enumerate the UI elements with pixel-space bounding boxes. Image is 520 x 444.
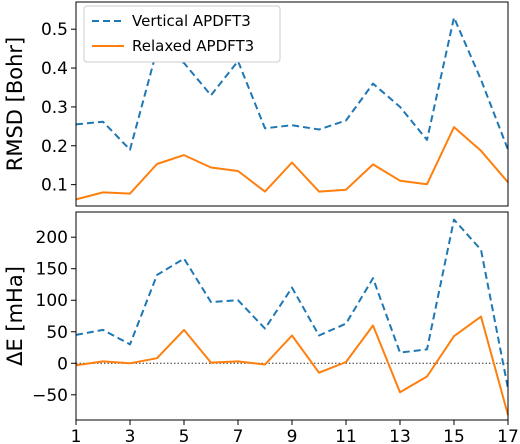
legend-relaxed-label: Relaxed APDFT3 — [132, 37, 254, 55]
bottom-ytick-label: 50 — [46, 323, 68, 343]
top-ytick-label: 0.1 — [41, 176, 68, 196]
top-vertical-apdft3-line — [75, 16, 509, 151]
legend: Vertical APDFT3 Relaxed APDFT3 — [83, 5, 281, 63]
top-ytick-label: 0.4 — [41, 59, 68, 79]
bottom-plot-frame — [75, 211, 509, 421]
xtick-label: 15 — [443, 427, 465, 444]
bottom-ytick-label: 100 — [36, 291, 68, 311]
bottom-ytick-label: 200 — [36, 228, 68, 248]
top-relaxed-apdft3-line — [75, 126, 509, 201]
top-y-axis-label: RMSD [Bohr] — [3, 37, 27, 171]
xtick-label: 13 — [389, 427, 411, 444]
top-ytick-label: 0.3 — [41, 98, 68, 118]
bottom-relaxed-apdft3-line — [75, 315, 509, 416]
bottom-vertical-apdft3-line — [75, 218, 509, 389]
xtick-label: 1 — [71, 427, 82, 444]
top-ytick-label: 0.5 — [41, 20, 68, 40]
xtick-label: 5 — [179, 427, 190, 444]
legend-vertical-label: Vertical APDFT3 — [132, 12, 251, 30]
xtick-label: 3 — [125, 427, 136, 444]
bottom-ytick-label: 150 — [36, 260, 68, 280]
xtick-label: 11 — [335, 427, 357, 444]
bottom-y-axis-label: ΔE [mHa] — [3, 266, 27, 366]
xtick-label: 7 — [233, 427, 244, 444]
xtick-label: 9 — [287, 427, 298, 444]
top-ytick-label: 0.2 — [41, 137, 68, 157]
bottom-ytick-label: −50 — [32, 386, 68, 406]
xtick-label: 17 — [497, 427, 519, 444]
legend-box — [83, 5, 281, 63]
top-plot-frame — [75, 1, 509, 207]
top-panel: RMSD [Bohr] 0.1 0.2 0.3 0.4 0.5 Vertical APD… — [3, 1, 509, 207]
bottom-ytick-label: 0 — [57, 354, 68, 374]
